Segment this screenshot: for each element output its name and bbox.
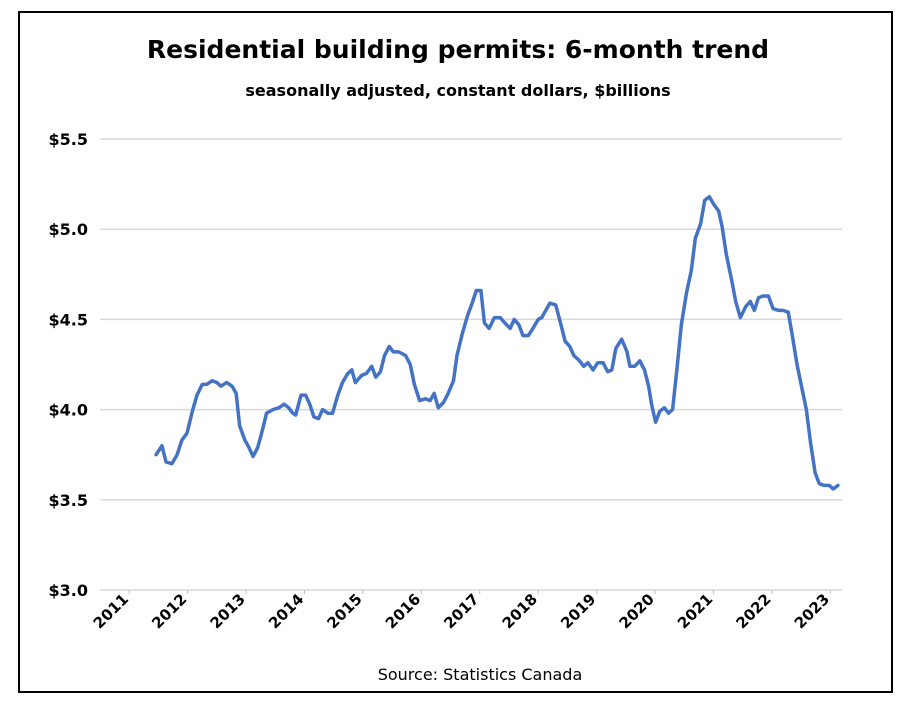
y-tick-label: $4.5 xyxy=(49,310,88,329)
y-tick-label: $5.0 xyxy=(49,220,88,239)
y-tick-label: $4.0 xyxy=(49,401,88,420)
chart-frame xyxy=(18,11,893,693)
y-tick-label: $5.5 xyxy=(49,130,88,149)
data-line xyxy=(154,194,840,491)
chart-title: Residential building permits: 6-month tr… xyxy=(147,35,769,64)
y-tick-label: $3.5 xyxy=(49,491,88,510)
chart-subtitle: seasonally adjusted, constant dollars, $… xyxy=(245,81,670,100)
source-note: Source: Statistics Canada xyxy=(378,665,583,684)
y-tick-label: $3.0 xyxy=(49,581,88,600)
